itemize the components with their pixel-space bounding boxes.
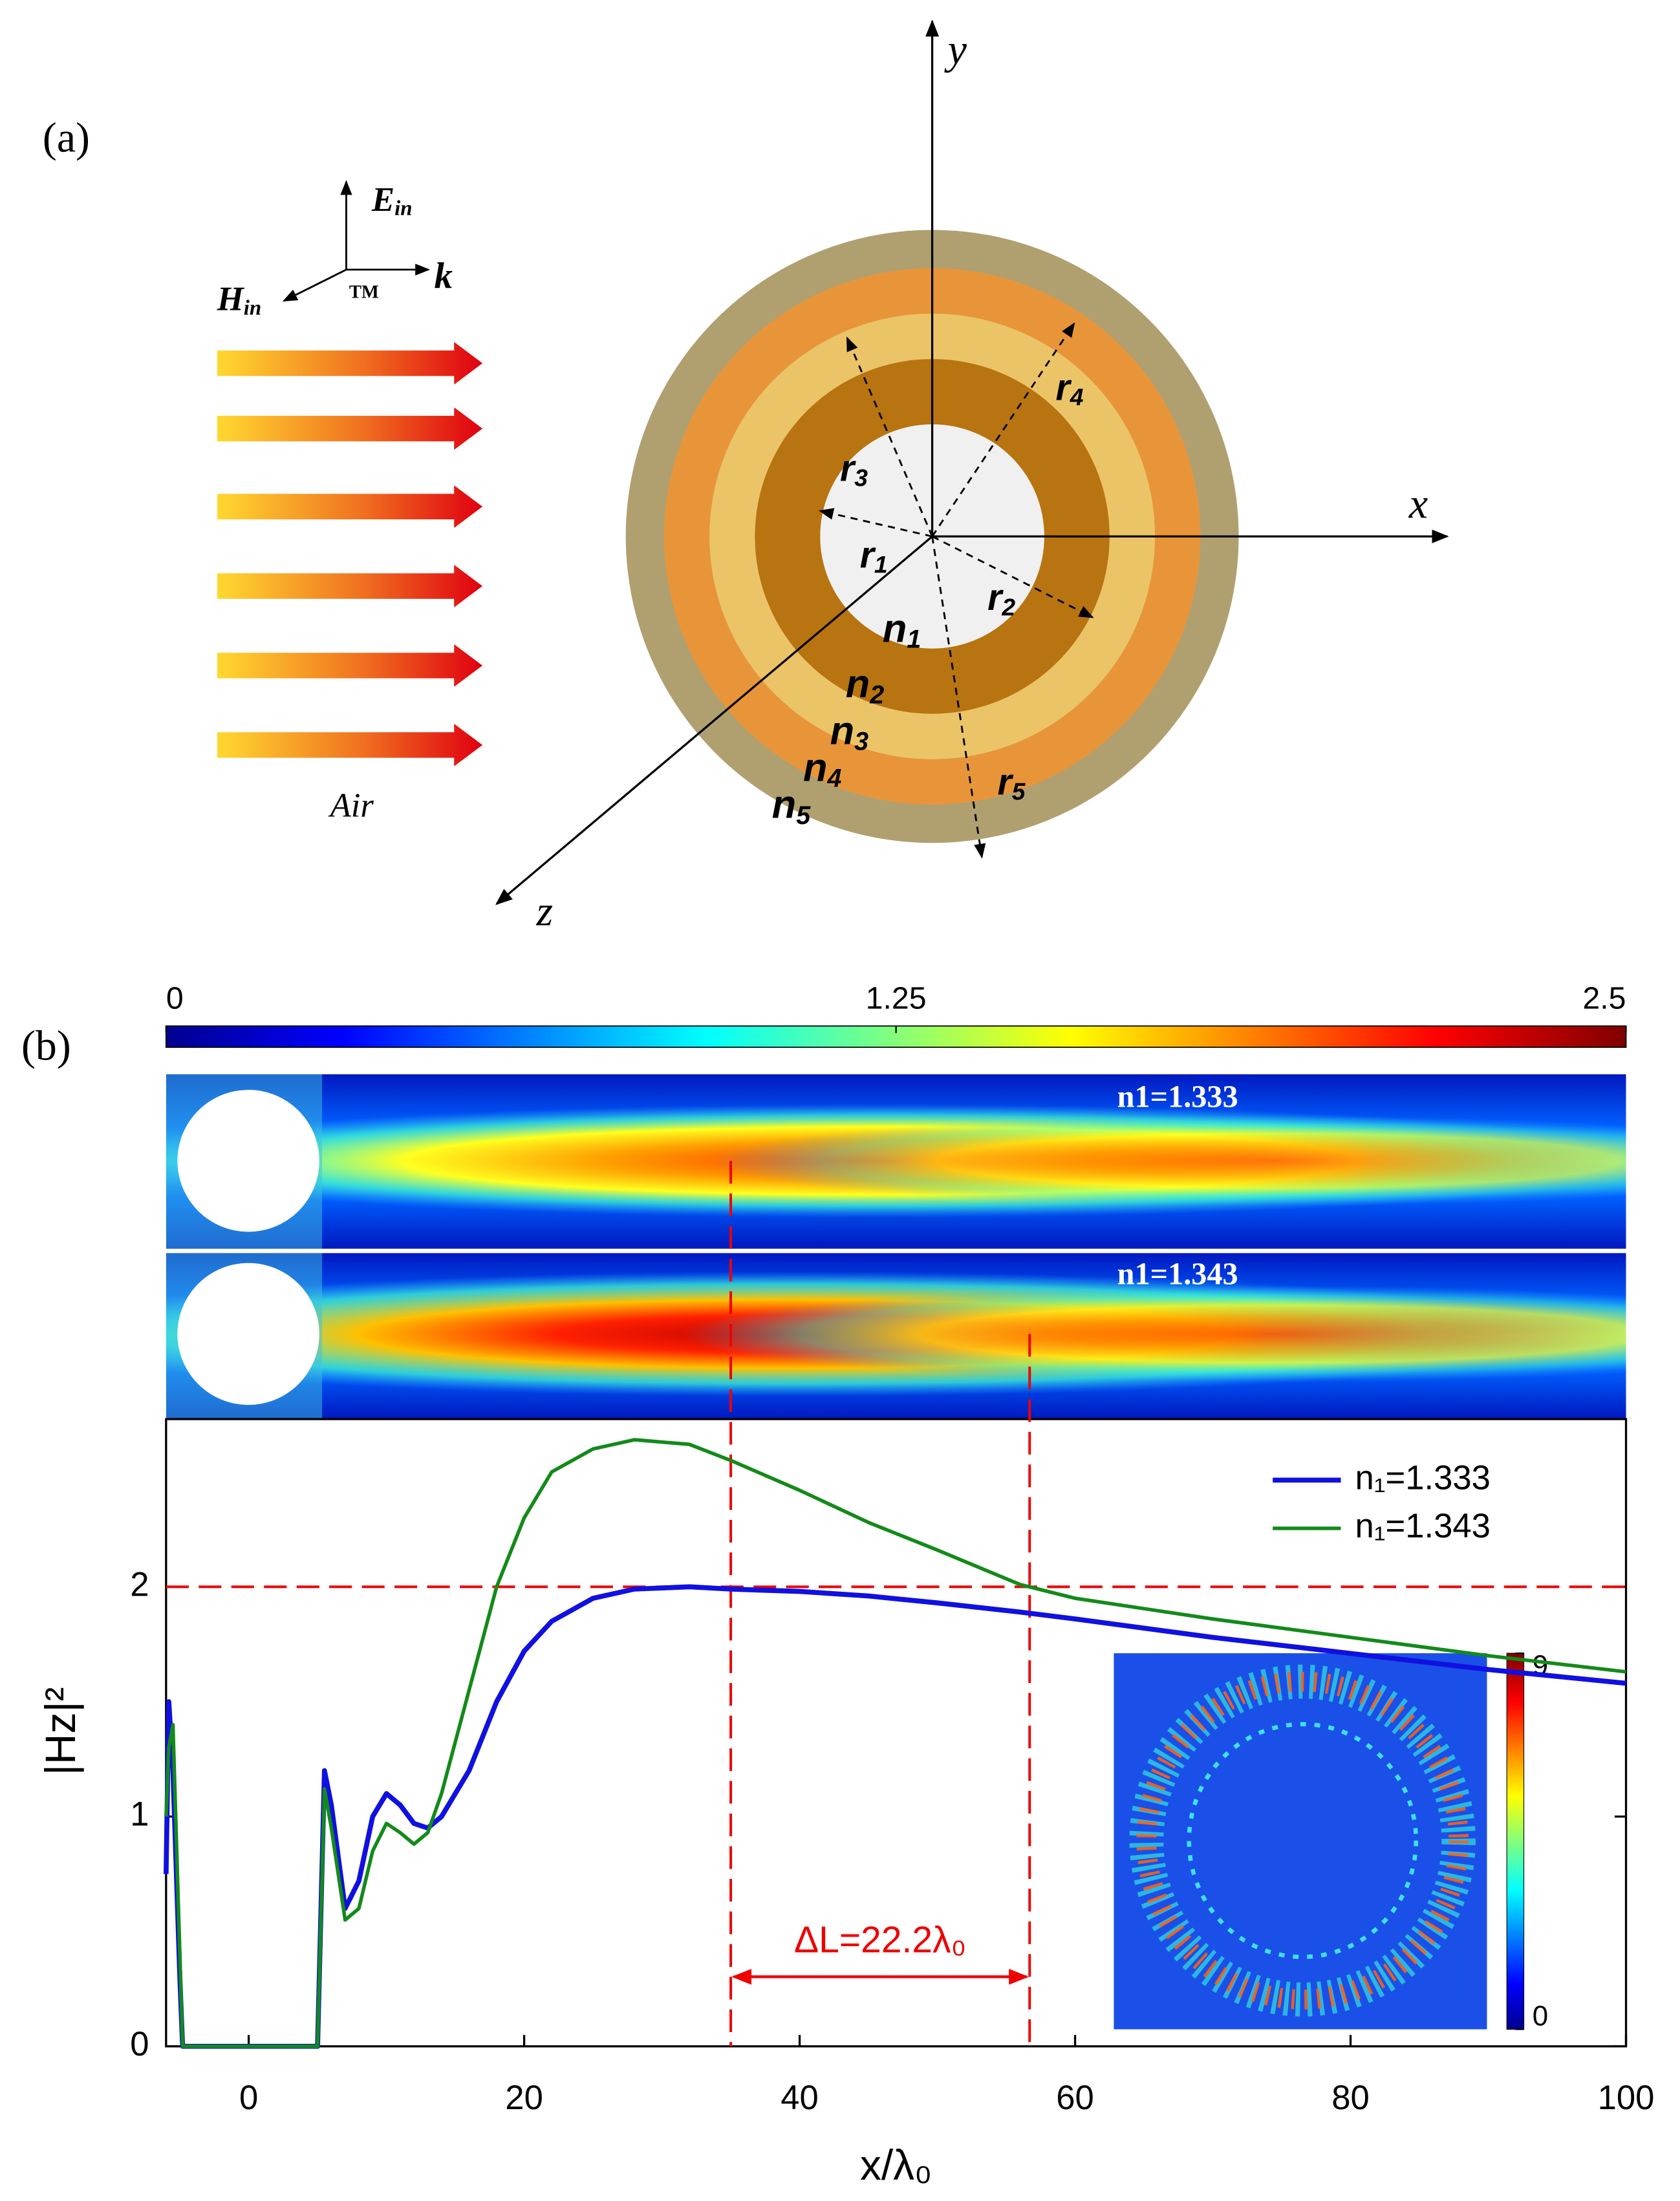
field-label: Ein [371,181,413,220]
legend-label: n₁=1.343 [1355,1507,1491,1545]
mode-label: TM [349,283,379,303]
medium-label: Air [328,787,374,825]
inset-tick-label: 0 [1533,2000,1548,2032]
radius-labels: r1 r2 r3 r4 r5 [840,367,1084,805]
inset [1114,1653,1525,2030]
x-tick-label: 20 [505,2079,543,2117]
data-line [164,1438,1626,2048]
axis-name: z [535,887,553,935]
colorbar-tick-label: 2.5 [1582,981,1626,1016]
polarization-axes [282,180,431,302]
x-tick-label: 80 [1331,2079,1370,2117]
field-label: Hin [217,280,261,319]
colorbar-tick-label: 1.25 [866,981,927,1016]
y-tick-label: 0 [130,2025,149,2063]
y-tick-label: 1 [130,1795,149,1834]
radius-label: r4 [1055,367,1083,410]
panel-label: (b) [21,1023,71,1070]
radius-arrows [819,322,1094,859]
colorbar-tick-label: 0 [166,981,184,1016]
index-label: n5 [772,783,812,830]
radius-label: r2 [987,577,1015,620]
index-label: n1 [883,607,921,655]
panel-b: (b) n1=1.333 n1=1.343 [21,1023,1628,2048]
y-axis-label: |Hz|² [36,1687,84,1775]
map-label: n1=1.343 [1117,1257,1238,1292]
x-tick-label: 60 [1056,2079,1094,2117]
axis-name: y [944,26,967,73]
index-labels: n1 n2 n3 n4 n5 [772,607,921,830]
radius-label: r5 [998,761,1026,805]
x-tick-label: 0 [239,2079,258,2117]
x-axis-label: x/λ₀ [860,2141,932,2189]
incident-waves [217,342,483,766]
radius-label: r3 [840,448,868,491]
axis-name: x [1408,481,1428,528]
field-label: k [434,255,453,296]
x-tick-label: 40 [781,2079,819,2117]
index-label: n3 [830,709,869,757]
panel-a: (a) y x z r1 r2 r3 r4 r5 n1 n2 n3 n4 n5 … [43,19,1449,935]
index-label: n2 [846,662,885,710]
radius-label: r1 [860,534,888,578]
panel-label: (a) [43,114,90,162]
map-label: n1=1.333 [1117,1079,1238,1114]
x-tick-label: 100 [1598,2079,1655,2117]
index-label: n4 [803,746,842,794]
field-map [166,1253,1626,1420]
field-map [166,1074,1626,1249]
annotation: ΔL=22.2λ₀ [794,1920,966,1961]
y-tick-label: 2 [130,1565,149,1603]
coordinate-axes [495,19,1449,905]
legend-label: n₁=1.333 [1355,1458,1491,1497]
